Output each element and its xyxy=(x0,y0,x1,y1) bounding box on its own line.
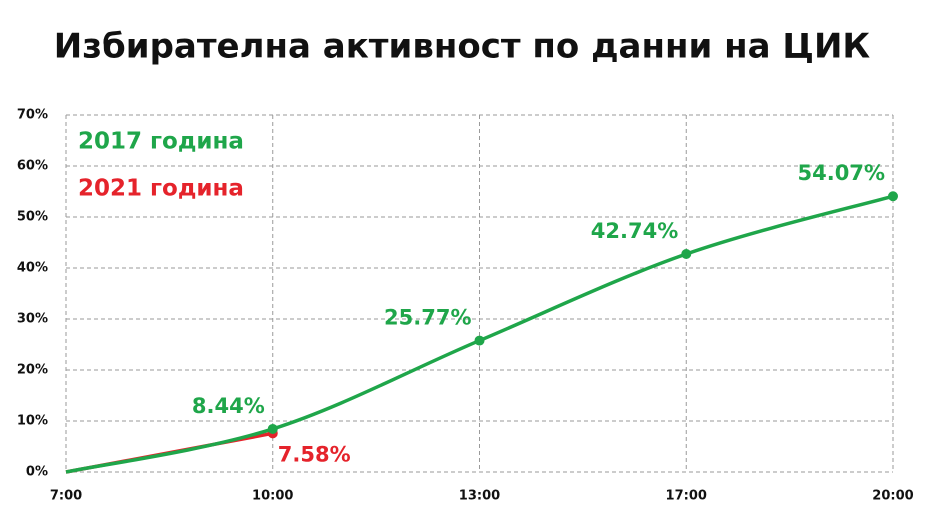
data-label: 25.77% xyxy=(384,306,471,330)
y-tick-label: 10% xyxy=(17,414,48,429)
y-tick-label: 0% xyxy=(26,465,48,480)
x-tick-label: 13:00 xyxy=(459,489,500,504)
x-tick-label: 7:00 xyxy=(50,489,82,504)
x-tick-label: 17:00 xyxy=(666,489,707,504)
x-tick-label: 10:00 xyxy=(252,489,293,504)
data-label: 42.74% xyxy=(591,219,678,243)
data-point xyxy=(474,335,485,346)
chart-title: Избирателна активност по данни на ЦИК xyxy=(54,27,871,67)
data-point xyxy=(888,191,898,202)
y-tick-label: 40% xyxy=(17,261,48,276)
legend-label: 2021 година xyxy=(78,176,244,202)
y-tick-label: 20% xyxy=(17,363,48,378)
data-point xyxy=(267,423,278,434)
data-label: 8.44% xyxy=(192,394,265,418)
data-label: 54.07% xyxy=(798,161,885,185)
x-tick-label: 20:00 xyxy=(872,489,913,504)
y-tick-label: 50% xyxy=(17,210,48,225)
legend-label: 2017 година xyxy=(78,129,244,155)
y-tick-label: 70% xyxy=(17,108,48,123)
y-tick-label: 30% xyxy=(17,312,48,327)
data-label: 7.58% xyxy=(278,442,351,466)
data-point xyxy=(681,249,692,260)
y-tick-label: 60% xyxy=(17,159,48,174)
